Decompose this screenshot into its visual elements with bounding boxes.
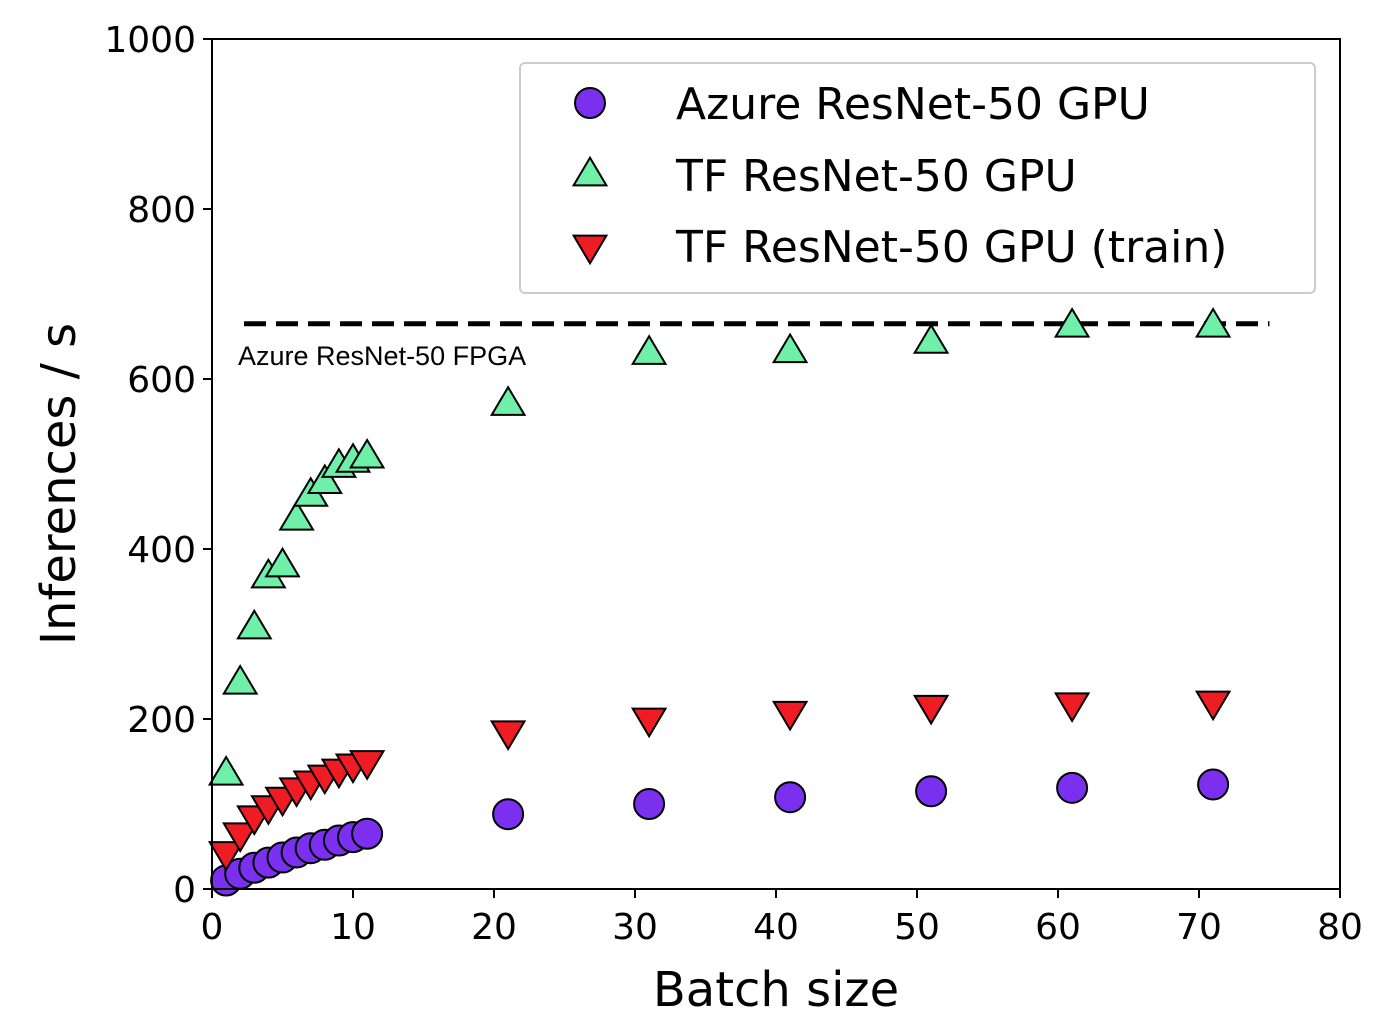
y-tick-label: 800	[127, 190, 196, 231]
legend: Azure ResNet-50 GPU TF ResNet-50 GPU TF Re…	[519, 62, 1316, 294]
legend-marker	[571, 155, 609, 187]
data-point	[630, 334, 668, 365]
data-point	[633, 788, 666, 820]
y-tick-label: 1000	[104, 20, 196, 61]
y-tick-label: 400	[127, 530, 196, 571]
data-point	[771, 700, 809, 732]
data-point	[207, 755, 245, 786]
x-tick-label: 40	[753, 907, 799, 948]
data-point	[489, 385, 527, 416]
legend-label: TF ResNet-50 GPU	[675, 151, 1077, 202]
y-tick-label: 600	[127, 360, 196, 401]
data-point	[1053, 692, 1091, 723]
x-tick-label: 0	[201, 907, 224, 948]
data-point	[278, 500, 315, 531]
data-point	[774, 781, 807, 814]
x-tick-label: 10	[330, 907, 376, 948]
data-point	[630, 707, 668, 739]
data-point	[1056, 771, 1089, 804]
data-point	[348, 437, 386, 469]
x-tick-label: 70	[1176, 907, 1222, 948]
y-axis-label: Inferences / s	[31, 323, 87, 645]
data-point	[1194, 690, 1232, 722]
data-point	[912, 323, 950, 354]
data-point	[207, 841, 245, 872]
data-point	[222, 664, 259, 695]
data-point	[915, 775, 948, 808]
series-triangle-down	[207, 690, 1232, 872]
x-tick-label: 60	[1035, 907, 1081, 948]
legend-marker	[571, 234, 609, 266]
series-circle	[210, 768, 1230, 897]
data-point	[1194, 307, 1232, 338]
reference-line-group: Azure ResNet-50 FPGA	[238, 321, 1270, 371]
x-tick-label: 30	[612, 907, 658, 948]
data-point	[222, 822, 259, 853]
data-marks	[207, 307, 1232, 897]
x-axis-label: Batch size	[653, 962, 899, 1018]
legend-marker	[574, 87, 606, 119]
data-point	[771, 332, 809, 364]
data-point	[306, 463, 343, 495]
x-tick-label: 80	[1317, 907, 1363, 948]
data-point	[912, 694, 950, 726]
data-point	[1053, 307, 1091, 338]
y-tick-label: 0	[173, 870, 196, 911]
y-tick-label: 200	[127, 700, 196, 741]
data-point	[492, 798, 525, 831]
legend-box	[519, 62, 1316, 294]
data-point	[489, 720, 527, 751]
legend-label: Azure ResNet-50 GPU	[676, 79, 1150, 130]
reference-line-label: Azure ResNet-50 FPGA	[238, 341, 526, 371]
data-point	[1197, 768, 1230, 801]
data-point	[264, 546, 301, 578]
legend-label: TF ResNet-50 GPU (train)	[675, 222, 1227, 273]
plot-area-frame	[211, 38, 1341, 890]
series-triangle-up	[207, 307, 1232, 786]
data-point	[236, 608, 273, 640]
data-point	[348, 750, 386, 781]
x-tick-label: 50	[894, 907, 940, 948]
data-point	[351, 817, 384, 850]
x-tick-label: 20	[471, 907, 517, 948]
